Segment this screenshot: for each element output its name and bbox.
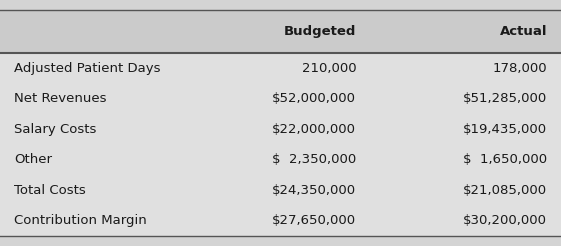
Text: 178,000: 178,000 xyxy=(493,62,547,75)
Text: $27,650,000: $27,650,000 xyxy=(272,214,356,227)
Text: Budgeted: Budgeted xyxy=(284,25,356,38)
Text: Contribution Margin: Contribution Margin xyxy=(14,214,147,227)
Text: Adjusted Patient Days: Adjusted Patient Days xyxy=(14,62,160,75)
Text: Total Costs: Total Costs xyxy=(14,184,86,197)
Text: $52,000,000: $52,000,000 xyxy=(272,92,356,105)
Text: $  2,350,000: $ 2,350,000 xyxy=(272,153,356,166)
Text: $30,200,000: $30,200,000 xyxy=(463,214,547,227)
Text: Salary Costs: Salary Costs xyxy=(14,123,96,136)
Text: $51,285,000: $51,285,000 xyxy=(463,92,547,105)
Bar xyxy=(0,10,561,53)
Text: $22,000,000: $22,000,000 xyxy=(272,123,356,136)
Text: Net Revenues: Net Revenues xyxy=(14,92,107,105)
Text: $  1,650,000: $ 1,650,000 xyxy=(463,153,547,166)
Bar xyxy=(0,53,561,236)
Text: $21,085,000: $21,085,000 xyxy=(463,184,547,197)
Text: $24,350,000: $24,350,000 xyxy=(272,184,356,197)
Text: Actual: Actual xyxy=(499,25,547,38)
Text: Other: Other xyxy=(14,153,52,166)
Text: 210,000: 210,000 xyxy=(302,62,356,75)
Text: $19,435,000: $19,435,000 xyxy=(463,123,547,136)
